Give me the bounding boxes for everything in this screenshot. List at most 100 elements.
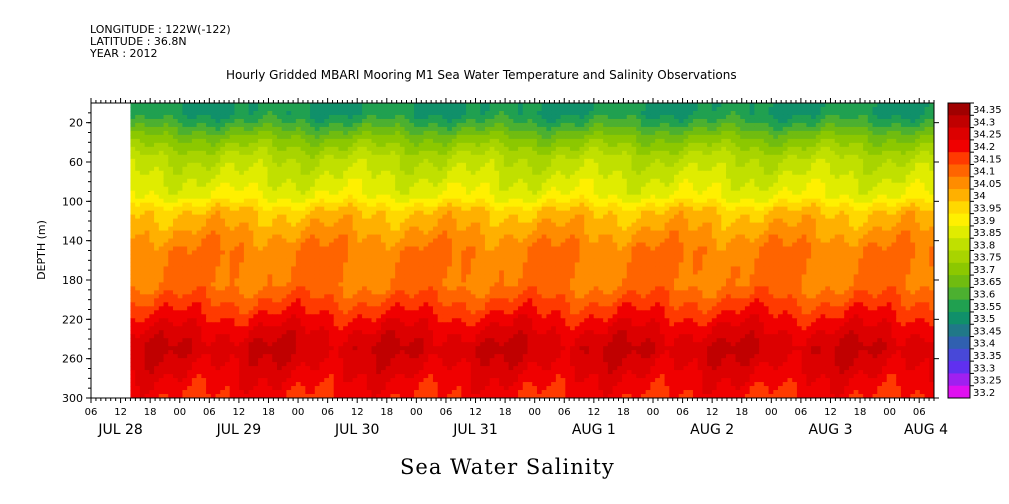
heatmap-cell [489, 214, 496, 220]
heatmap-cell [565, 142, 571, 148]
heatmap-cell [811, 190, 817, 196]
heatmap-cell [343, 214, 349, 220]
heatmap-cell [574, 110, 581, 116]
heatmap-cell [248, 182, 254, 188]
heatmap-cell [792, 190, 798, 196]
heatmap-cell [324, 170, 330, 176]
heatmap-cell [201, 202, 207, 208]
heatmap-cell [834, 106, 841, 112]
heatmap-cell [343, 194, 349, 200]
heatmap-cell [182, 166, 188, 172]
heatmap-cell [135, 106, 141, 112]
heatmap-cell [598, 114, 604, 120]
heatmap-cell [362, 218, 368, 224]
heatmap-cell [919, 162, 926, 168]
heatmap-cell [759, 150, 765, 156]
heatmap-cell [480, 214, 486, 220]
heatmap-cell [187, 130, 193, 136]
heatmap-cell [768, 166, 774, 172]
heatmap-cell [588, 210, 595, 216]
heatmap-cell [437, 146, 444, 152]
heatmap-cell [172, 202, 179, 208]
heatmap-cell [262, 130, 269, 136]
heatmap-cell [518, 114, 524, 120]
heatmap-cell [300, 182, 306, 188]
heatmap-cell [839, 150, 845, 156]
heatmap-cell [333, 126, 340, 132]
heatmap-cell [882, 142, 888, 148]
heatmap-cell [451, 106, 458, 112]
heatmap-cell [484, 174, 491, 180]
heatmap-cell [262, 190, 269, 196]
heatmap-cell [560, 186, 566, 192]
heatmap-cell [631, 214, 637, 220]
heatmap-cell [480, 162, 486, 168]
heatmap-cell [253, 166, 259, 172]
heatmap-cell [172, 178, 179, 184]
heatmap-cell [744, 134, 751, 140]
heatmap-cell [158, 103, 165, 108]
heatmap-cell [503, 190, 510, 196]
heatmap-cell [484, 126, 491, 132]
heatmap-cell [579, 154, 585, 160]
heatmap-cell [924, 162, 930, 168]
heatmap-cell [735, 174, 741, 180]
heatmap-cell [437, 182, 444, 188]
heatmap-cell [716, 202, 722, 208]
heatmap-cell [437, 198, 444, 204]
heatmap-cell [584, 154, 590, 160]
heatmap-cell [617, 126, 623, 132]
heatmap-cell [149, 106, 155, 112]
heatmap-cell [149, 122, 155, 128]
heatmap-cell [886, 214, 893, 220]
heatmap-cell [716, 134, 722, 140]
heatmap-cell [404, 182, 410, 188]
heatmap-cell [655, 170, 661, 176]
heatmap-cell [896, 146, 902, 152]
heatmap-cell [163, 106, 169, 112]
heatmap-cell [196, 202, 202, 208]
heatmap-cell [527, 118, 533, 124]
heatmap-cell [239, 126, 245, 132]
heatmap-cell [201, 166, 207, 172]
heatmap-cell [432, 110, 439, 116]
heatmap-cell [669, 178, 675, 184]
heatmap-cell [267, 146, 273, 152]
heatmap-cell [669, 214, 675, 220]
heatmap-cell [239, 146, 245, 152]
heatmap-cell [527, 126, 533, 132]
heatmap-cell [442, 106, 448, 112]
heatmap-cell [607, 162, 614, 168]
heatmap-cell [404, 174, 410, 180]
heatmap-cell [409, 122, 415, 128]
heatmap-cell [130, 106, 136, 112]
heatmap-cell [371, 186, 377, 192]
heatmap-cell [428, 210, 434, 216]
heatmap-cell [924, 122, 930, 128]
heatmap-cell [390, 130, 396, 136]
heatmap-cell [560, 142, 566, 148]
heatmap-cell [224, 218, 231, 224]
heatmap-cell [640, 214, 647, 220]
heatmap-cell [730, 214, 737, 220]
heatmap-cell [229, 154, 236, 160]
heatmap-cell [390, 166, 396, 172]
heatmap-cell [749, 126, 755, 132]
heatmap-cell [385, 106, 392, 112]
heatmap-cell [314, 118, 321, 124]
heatmap-cell [409, 154, 415, 160]
heatmap-cell [187, 134, 193, 140]
heatmap-cell [158, 170, 165, 176]
heatmap-cell [210, 110, 217, 116]
heatmap-cell [636, 178, 642, 184]
heatmap-cell [811, 166, 817, 172]
heatmap-cell [688, 110, 694, 116]
heatmap-cell [371, 106, 377, 112]
heatmap-cell [900, 174, 907, 180]
heatmap-cell [773, 186, 779, 192]
heatmap-cell [565, 134, 571, 140]
heatmap-cell [778, 130, 784, 136]
heatmap-cell [196, 170, 202, 176]
heatmap-cell [697, 170, 703, 176]
heatmap-cell [286, 186, 292, 192]
